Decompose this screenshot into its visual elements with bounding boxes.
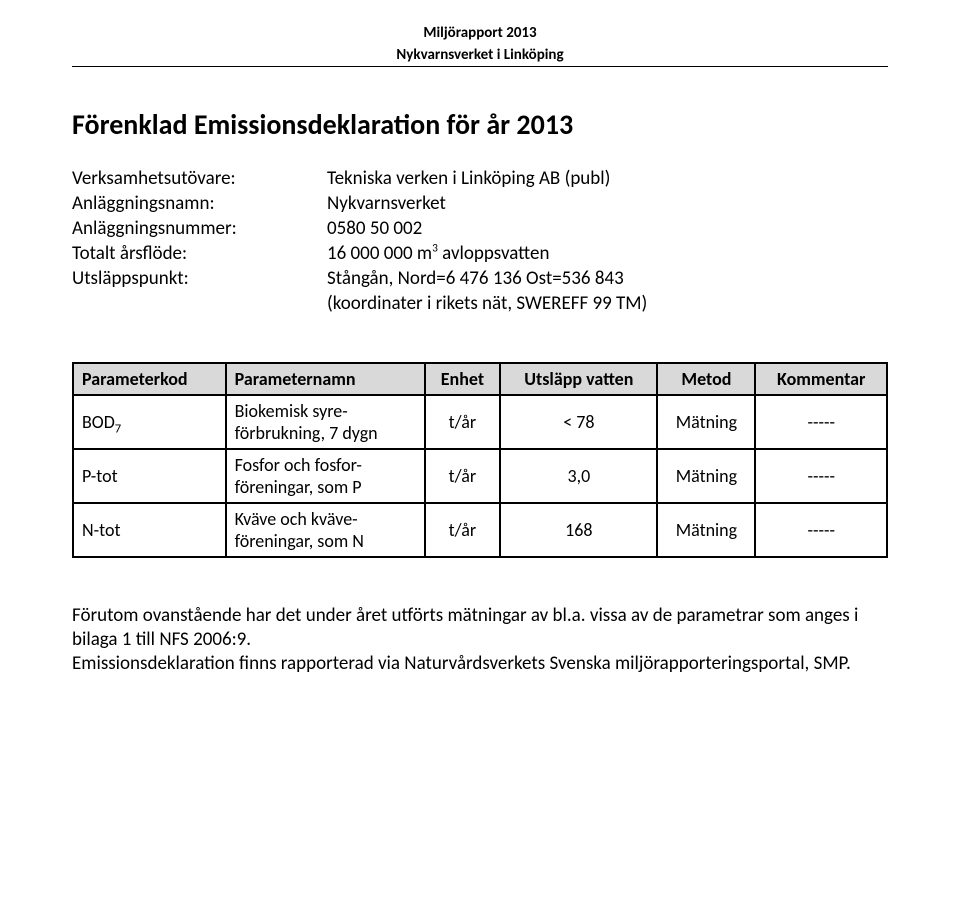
info-row: Verksamhetsutövare:Tekniska verken i Lin…: [72, 166, 888, 191]
cell-parameterkod: P-tot: [73, 449, 226, 503]
table-row: P-totFosfor och fosfor-föreningar, som P…: [73, 449, 887, 503]
table-header-cell: Parameternamn: [226, 363, 425, 395]
info-label: Totalt årsflöde:: [72, 241, 327, 266]
body-paragraph-2: Emissionsdeklaration finns rapporterad v…: [72, 652, 888, 676]
cell-kommentar: -----: [755, 503, 887, 557]
info-value: Nykvarnsverket: [327, 191, 888, 216]
info-label: Anläggningsnamn:: [72, 191, 327, 216]
table-row: BOD7Biokemisk syre-förbrukning, 7 dygnt/…: [73, 395, 887, 449]
cell-metod: Mätning: [657, 449, 755, 503]
info-value: (koordinater i rikets nät, SWEREFF 99 TM…: [327, 291, 888, 316]
info-row: Utsläppspunkt:Stångån, Nord=6 476 136 Os…: [72, 266, 888, 291]
cell-enhet: t/år: [425, 395, 501, 449]
cell-metod: Mätning: [657, 395, 755, 449]
cell-parameternamn: Biokemisk syre-förbrukning, 7 dygn: [226, 395, 425, 449]
cell-utslapp: 168: [500, 503, 657, 557]
cell-metod: Mätning: [657, 503, 755, 557]
info-row: Anläggningsnummer:0580 50 002: [72, 216, 888, 241]
table-header-cell: Enhet: [425, 363, 501, 395]
header-rule: [72, 66, 888, 67]
info-label: [72, 291, 327, 316]
info-label: Verksamhetsutövare:: [72, 166, 327, 191]
info-value: 16 000 000 m3 avloppsvatten: [327, 241, 888, 266]
info-value: Stångån, Nord=6 476 136 Ost=536 843: [327, 266, 888, 291]
info-value: Tekniska verken i Linköping AB (publ): [327, 166, 888, 191]
table-row: N-totKväve och kväve-föreningar, som Nt/…: [73, 503, 887, 557]
info-label: Anläggningsnummer:: [72, 216, 327, 241]
cell-enhet: t/år: [425, 503, 501, 557]
cell-kommentar: -----: [755, 395, 887, 449]
info-row: Anläggningsnamn:Nykvarnsverket: [72, 191, 888, 216]
page-title: Förenklad Emissionsdeklaration för år 20…: [72, 107, 888, 142]
info-label: Utsläppspunkt:: [72, 266, 327, 291]
cell-parameternamn: Kväve och kväve-föreningar, som N: [226, 503, 425, 557]
cell-utslapp: 3,0: [500, 449, 657, 503]
body-paragraph-1: Förutom ovanstående har det under året u…: [72, 604, 888, 652]
cell-parameterkod: BOD7: [73, 395, 226, 449]
info-table: Verksamhetsutövare:Tekniska verken i Lin…: [72, 166, 888, 316]
info-row: (koordinater i rikets nät, SWEREFF 99 TM…: [72, 291, 888, 316]
table-header-cell: Parameterkod: [73, 363, 226, 395]
table-header-cell: Metod: [657, 363, 755, 395]
cell-parameternamn: Fosfor och fosfor-föreningar, som P: [226, 449, 425, 503]
info-row: Totalt årsflöde:16 000 000 m3 avloppsvat…: [72, 241, 888, 266]
cell-enhet: t/år: [425, 449, 501, 503]
page-header-line1: Miljörapport 2013: [72, 24, 888, 42]
page-header-line2: Nykvarnsverket i Linköping: [72, 46, 888, 64]
cell-parameterkod: N-tot: [73, 503, 226, 557]
table-header-cell: Kommentar: [755, 363, 887, 395]
info-value: 0580 50 002: [327, 216, 888, 241]
cell-utslapp: < 78: [500, 395, 657, 449]
cell-kommentar: -----: [755, 449, 887, 503]
emissions-table: ParameterkodParameternamnEnhetUtsläpp va…: [72, 362, 888, 558]
table-header-cell: Utsläpp vatten: [500, 363, 657, 395]
